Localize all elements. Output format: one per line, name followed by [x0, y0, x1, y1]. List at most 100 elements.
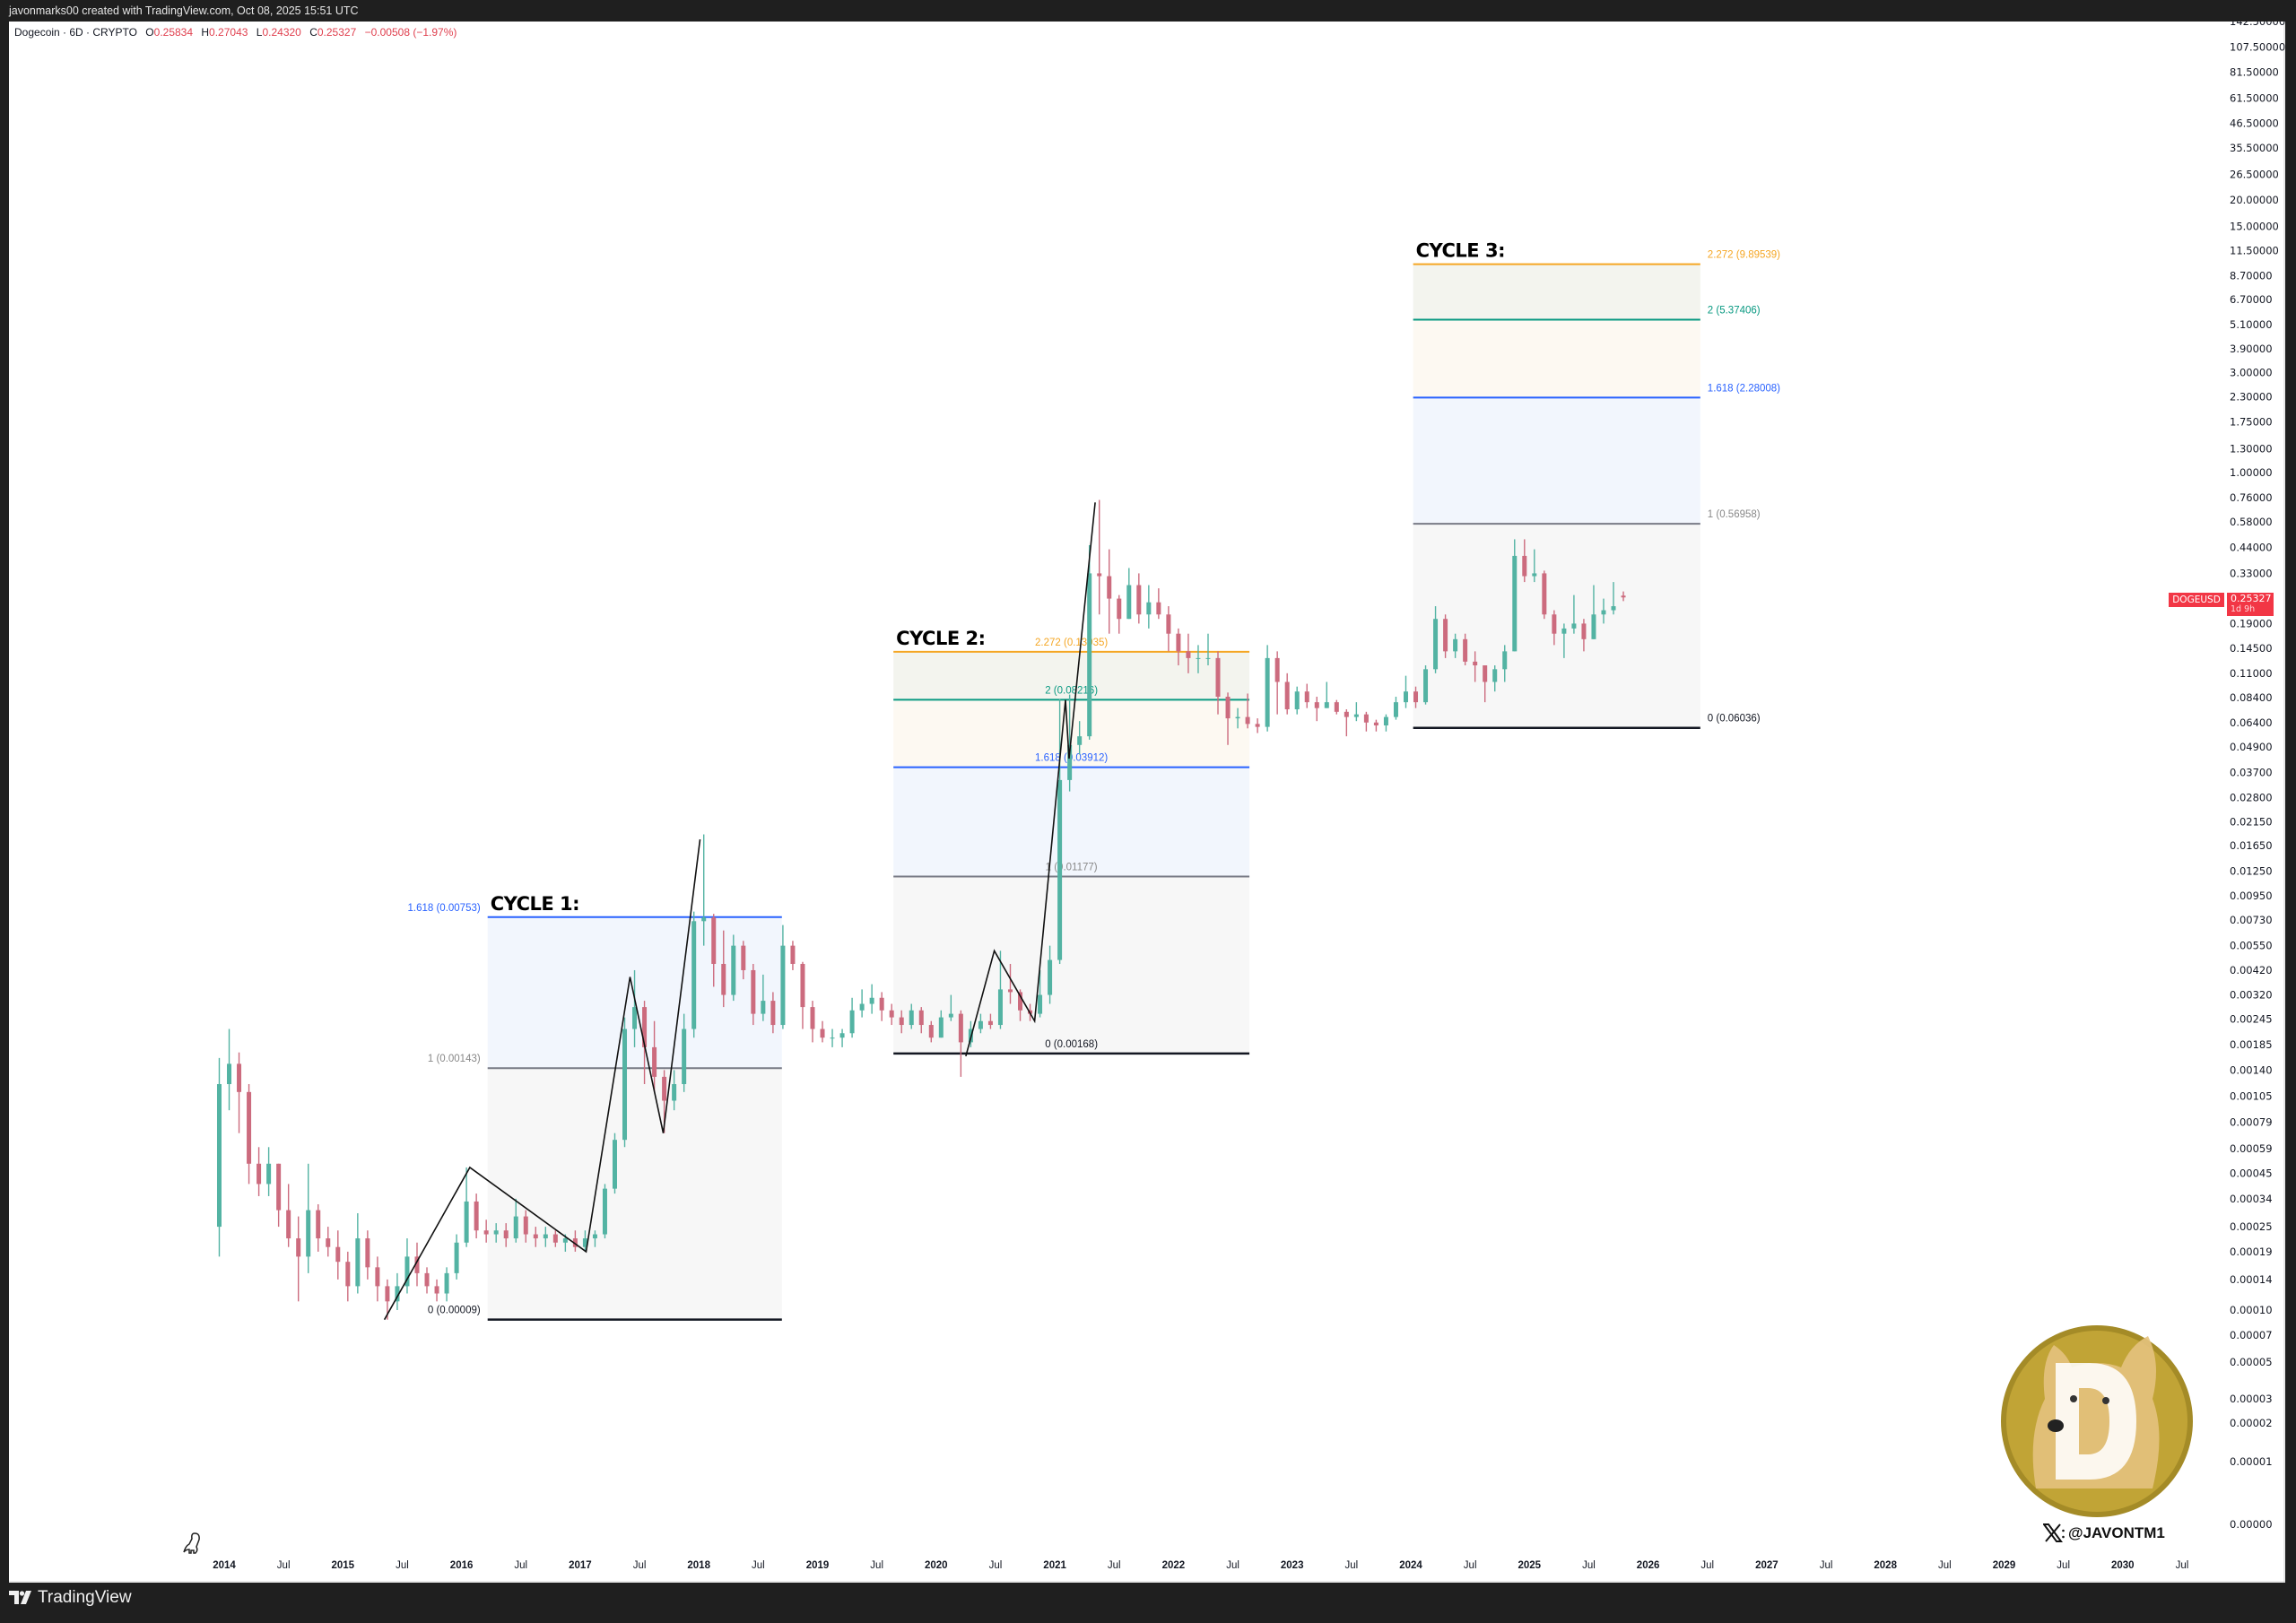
time-tick-label: 2027 [1755, 1560, 1779, 1571]
candle [721, 930, 726, 1008]
price-tick-label: 2.30000 [2230, 391, 2273, 404]
zigzag-line[interactable] [383, 838, 701, 1321]
candle [820, 1020, 825, 1043]
candle [1117, 595, 1122, 634]
candle [622, 1017, 628, 1148]
price-tick-label: 0.19000 [2230, 617, 2273, 629]
price-tick-label: 0.58000 [2230, 516, 2273, 528]
candle [257, 1147, 262, 1196]
candle [474, 1193, 479, 1239]
price-tick-label: 0.76000 [2230, 491, 2273, 504]
price-tick-label: 0.00079 [2230, 1115, 2273, 1128]
dogecoin-logo [2001, 1325, 2193, 1517]
candle [216, 1057, 222, 1257]
time-tick-label: 2014 [213, 1560, 236, 1571]
time-axis[interactable]: 2014 Jul 2015 Jul 2016 Jul 2017 Jul 2018 Jul 2019 J… [213, 1560, 2188, 1571]
zigzag-line[interactable] [965, 502, 1096, 1057]
candle [1225, 692, 1231, 745]
candle [503, 1223, 509, 1247]
candle [1186, 633, 1191, 673]
tradingview-logo[interactable]: TradingView [9, 1588, 132, 1608]
candle [859, 989, 865, 1018]
candle [1205, 633, 1211, 666]
candle [751, 963, 756, 1026]
price-tick-label: 5.10000 [2230, 318, 2273, 331]
price-tick-label: 0.00185 [2230, 1038, 2273, 1051]
price-tick-label: 15.00000 [2230, 220, 2279, 232]
candle [830, 1028, 835, 1047]
price-tick-label: 8.70000 [2230, 270, 2273, 282]
fib-level-label: 0 (0.06036) [1708, 714, 1761, 725]
candle [316, 1204, 321, 1252]
fib-extension-cycle-1[interactable]: 0 (0.00009) 1 (0.00143) 1.618 (0.00753) CYC… [408, 893, 782, 1321]
candle [839, 1028, 845, 1047]
fib-zone [893, 876, 1250, 1054]
candle [741, 941, 746, 980]
time-tick-label: Jul [752, 1560, 765, 1571]
time-tick-label: Jul [277, 1560, 291, 1571]
time-tick-label: 2016 [450, 1560, 474, 1571]
price-tick-label: 0.11000 [2230, 667, 2273, 680]
candle [869, 984, 874, 1014]
candle [365, 1230, 370, 1280]
candle [1532, 549, 1537, 583]
price-tick-label: 0.00019 [2230, 1245, 2273, 1258]
candle [682, 1013, 687, 1092]
fib-level-label: 0 (0.00168) [1045, 1039, 1098, 1050]
symbol-legend: Dogecoin · 6D · CRYPTO O0.25834 H0.27043… [14, 26, 457, 39]
open-label: O [145, 26, 154, 39]
time-tick-label: Jul [514, 1560, 527, 1571]
price-tick-label: 107.50000 [2230, 41, 2285, 54]
candle [543, 1227, 548, 1247]
candle [552, 1230, 558, 1247]
price-tick-label: 0.00034 [2230, 1193, 2273, 1205]
price-tick-label: 0.00002 [2230, 1417, 2273, 1429]
fib-extension-cycle-2[interactable]: 0 (0.00168)1 (0.01177)1.618 (0.03912)2 (… [893, 628, 1250, 1055]
price-tick-label: 0.00550 [2230, 940, 2273, 952]
time-tick-label: Jul [1820, 1560, 1833, 1571]
candle [483, 1219, 489, 1243]
dino-icon[interactable] [183, 1532, 200, 1554]
candle [454, 1234, 459, 1280]
high-value: 0.27043 [209, 26, 248, 39]
candle [958, 1010, 963, 1077]
time-tick-label: Jul [870, 1560, 883, 1571]
price-tick-label: 0.04900 [2230, 741, 2273, 753]
fib-zone [1413, 524, 1700, 728]
symbol-title: Dogecoin · 6D · CRYPTO [14, 26, 137, 39]
candle [424, 1267, 430, 1294]
candle [1235, 707, 1240, 729]
candle [1156, 588, 1161, 620]
candle [691, 911, 697, 1038]
cycle-title: CYCLE 3: [1416, 240, 1505, 262]
low-label: L [256, 26, 263, 39]
candle [652, 1020, 657, 1092]
price-tick-label: 0.02150 [2230, 815, 2273, 828]
candle [592, 1230, 597, 1247]
fib-extension-cycle-3[interactable]: 0 (0.06036) 1 (0.56958) 1.618 (2.28008) 2 (… [1413, 240, 1781, 729]
candle [355, 1213, 361, 1294]
time-tick-label: 2025 [1518, 1560, 1542, 1571]
candle [938, 1010, 944, 1038]
price-tick-label: 81.50000 [2230, 66, 2279, 79]
candle [790, 941, 796, 970]
fib-level-label: 1.618 (0.00753) [408, 903, 481, 914]
price-axis[interactable]: 142.50000 107.50000 81.50000 61.50000 46.500… [2230, 15, 2285, 1531]
candle [1403, 675, 1408, 708]
price-tick-label: 0.08400 [2230, 691, 2273, 704]
price-tick-label: 1.75000 [2230, 415, 2273, 428]
candle [761, 974, 766, 1021]
candle [306, 1163, 311, 1273]
candle [1383, 714, 1388, 732]
symbol-price-tag: DOGEUSD [2169, 593, 2224, 607]
price-tick-label: 6.70000 [2230, 293, 2273, 306]
candle [918, 1007, 924, 1034]
time-tick-label: Jul [1938, 1560, 1952, 1571]
candle [523, 1210, 528, 1243]
time-tick-label: Jul [1464, 1560, 1477, 1571]
candle [464, 1167, 469, 1247]
fib-zone [893, 651, 1250, 700]
time-tick-label: Jul [989, 1560, 1003, 1571]
candle [849, 997, 855, 1038]
